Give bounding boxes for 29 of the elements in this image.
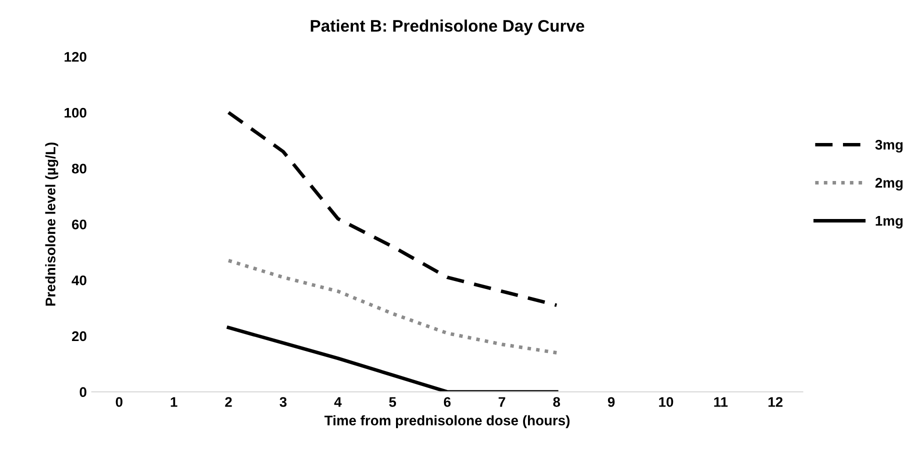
line-series	[226, 326, 558, 392]
x-tick-label: 10	[659, 397, 674, 407]
x-tick-label: 11	[714, 397, 728, 407]
x-tick-label: 1	[170, 397, 178, 407]
chart-title: Patient B: Prednisolone Day Curve	[310, 20, 584, 36]
y-tick-label: 100	[64, 108, 86, 118]
y-tick-label: 0	[80, 387, 86, 398]
legend-label: 1mg	[876, 216, 903, 229]
x-tick-label: 5	[389, 397, 396, 407]
x-tick-label: 12	[768, 397, 783, 407]
x-tick-label: 6	[444, 397, 451, 407]
line-series	[226, 258, 558, 354]
y-tick-label: 60	[72, 220, 86, 230]
y-tick-label: 120	[64, 52, 86, 62]
x-axis-title: Time from prednisolone dose (hours)	[324, 415, 570, 428]
y-tick-label: 80	[72, 164, 86, 174]
x-tick-label: 4	[334, 397, 342, 407]
y-axis-title: Prednisolone level (µg/L)	[45, 142, 58, 306]
y-tick-label: 20	[72, 331, 86, 342]
x-tick-label: 9	[608, 397, 615, 407]
legend-label: 3mg	[875, 140, 903, 153]
legend-label: 2mg	[875, 178, 903, 191]
x-tick-label: 2	[225, 397, 232, 407]
x-tick-label: 8	[553, 397, 560, 407]
y-tick-label: 40	[72, 275, 86, 286]
line-series	[226, 110, 558, 307]
x-tick-label: 7	[498, 397, 506, 407]
x-tick-label: 0	[116, 397, 122, 407]
x-tick-label: 3	[280, 397, 287, 407]
